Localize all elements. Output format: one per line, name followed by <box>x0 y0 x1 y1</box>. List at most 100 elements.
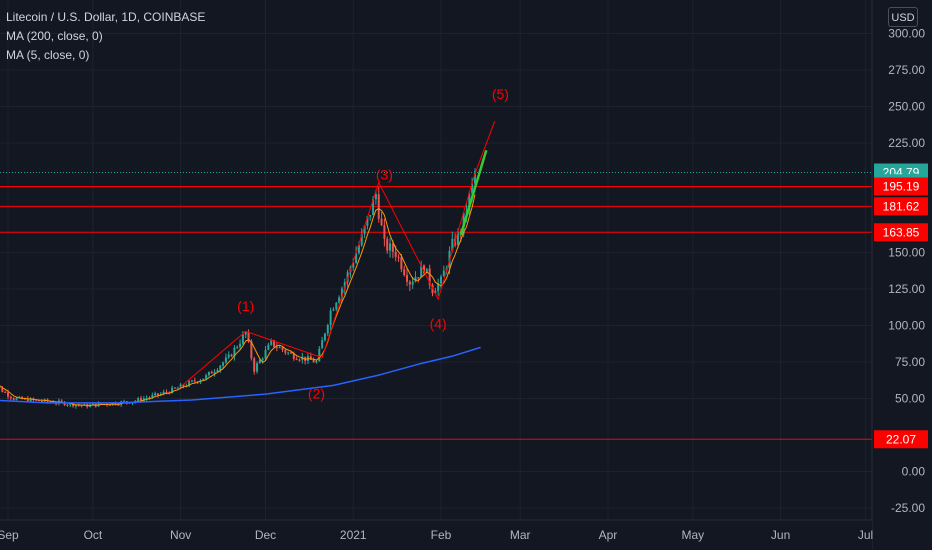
candle-body <box>295 358 298 360</box>
candle-body <box>123 401 126 403</box>
candle-body <box>442 270 445 277</box>
candle-body <box>165 391 168 393</box>
green-trend-line[interactable] <box>459 149 488 236</box>
candle-body <box>77 404 80 406</box>
candle-body <box>352 262 355 268</box>
indicator-ma200[interactable]: MA (200, close, 0) <box>6 29 103 43</box>
candle-body <box>224 357 227 363</box>
x-tick-label: Sep <box>0 528 19 542</box>
candle-body <box>377 194 380 219</box>
candle-body <box>318 348 321 362</box>
candle-body <box>179 384 182 388</box>
candle-body <box>258 359 261 364</box>
ma200-line[interactable] <box>0 346 481 404</box>
wave-label[interactable]: (3) <box>376 167 393 183</box>
candle-body <box>140 398 143 401</box>
candle-body <box>420 265 423 278</box>
candle-body <box>182 384 185 387</box>
price-tag-label: 181.62 <box>883 199 920 213</box>
candle-body <box>321 340 324 349</box>
candle-body <box>403 269 406 275</box>
candle-body <box>35 399 38 401</box>
candle-body <box>7 392 9 397</box>
price-axis-panel[interactable] <box>872 0 932 550</box>
candle-body <box>423 265 426 274</box>
candle-body <box>417 277 420 279</box>
candle-body <box>287 352 290 354</box>
price-tag-label: 195.19 <box>883 180 920 194</box>
candle-body <box>428 268 431 285</box>
candle-body <box>309 356 312 360</box>
candle-body <box>267 344 270 350</box>
candle-body <box>332 309 335 311</box>
candle-body <box>213 371 216 374</box>
candle-body <box>15 398 18 400</box>
price-tag-level <box>874 223 928 242</box>
candle-body <box>360 233 363 246</box>
candle-body <box>340 288 343 298</box>
candle-body <box>148 397 151 399</box>
candle-body <box>151 395 154 398</box>
candle-body <box>391 243 394 252</box>
candle-body <box>216 370 219 372</box>
x-tick-label: Dec <box>255 528 276 542</box>
elliott-wave-path[interactable] <box>180 120 496 388</box>
candle-body <box>227 354 230 358</box>
candle-body <box>456 231 459 245</box>
candle-body <box>12 398 15 400</box>
candle-body <box>270 340 273 345</box>
candle-body <box>244 332 247 335</box>
candle-body <box>29 398 32 402</box>
candle-body <box>394 251 397 257</box>
x-tick-label: Jul <box>858 528 873 542</box>
candle-body <box>26 398 29 402</box>
candle-body <box>290 352 292 354</box>
wave-label[interactable]: (5) <box>492 86 509 102</box>
candle-body <box>329 310 332 326</box>
indicator-ma5[interactable]: MA (5, close, 0) <box>6 48 90 62</box>
candle-body <box>233 347 236 357</box>
candle-body <box>193 380 196 382</box>
candle-body <box>219 365 222 371</box>
y-tick-label: 125.00 <box>888 282 925 296</box>
candle-body <box>437 283 440 292</box>
symbol-title[interactable]: Litecoin / U.S. Dollar, 1D, COINBASE <box>6 10 206 24</box>
candle-body <box>250 341 253 359</box>
candle-body <box>60 400 63 402</box>
candle-body <box>40 401 43 403</box>
candle-body <box>91 403 94 405</box>
wave-label[interactable]: (1) <box>237 298 254 314</box>
candle-body <box>247 332 250 342</box>
price-tag-level <box>874 177 928 196</box>
currency-button[interactable]: USD <box>888 7 918 27</box>
candle-body <box>372 199 375 215</box>
candle-body <box>207 371 210 376</box>
candle-body <box>355 253 358 263</box>
candle-body <box>49 401 52 403</box>
wave-label[interactable]: (2) <box>308 386 325 402</box>
candle-body <box>210 371 213 374</box>
candle-body <box>239 343 242 347</box>
candle-body <box>261 358 264 360</box>
candle-body <box>312 359 315 363</box>
price-tag-level <box>874 197 928 216</box>
wave-label[interactable]: (4) <box>430 315 447 331</box>
candle-body <box>335 302 338 310</box>
candle-body <box>202 378 205 381</box>
candle-body <box>264 349 267 359</box>
x-tick-label: Feb <box>431 528 452 542</box>
candle-body <box>292 353 295 359</box>
candle-body <box>414 277 417 282</box>
candle-body <box>471 183 474 194</box>
candle-body <box>154 393 157 396</box>
time-axis-panel[interactable] <box>0 520 872 550</box>
candle-body <box>173 387 176 389</box>
y-tick-label: 75.00 <box>895 355 925 369</box>
candle-body <box>425 268 428 274</box>
x-tick-label: Jun <box>771 528 790 542</box>
candle-body <box>357 245 360 254</box>
candle-body <box>326 325 329 334</box>
candle-body <box>117 404 120 406</box>
candle-body <box>315 361 318 363</box>
